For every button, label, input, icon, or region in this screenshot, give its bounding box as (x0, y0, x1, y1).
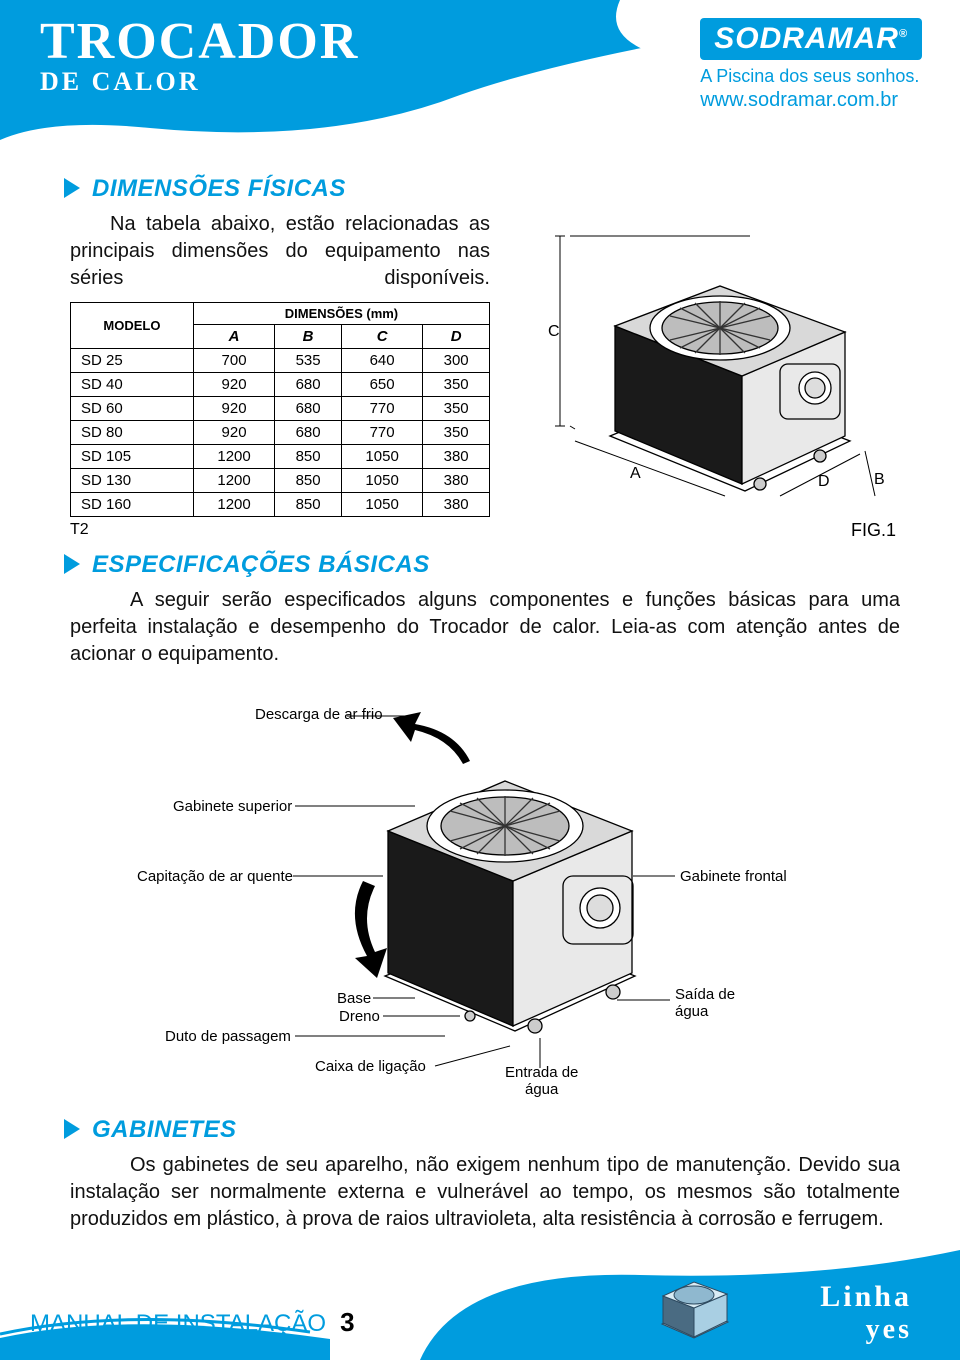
cell-model: SD 25 (71, 349, 194, 373)
dim-label-a: A (630, 465, 641, 482)
cell-value: 350 (423, 397, 490, 421)
cell-value: 680 (275, 373, 342, 397)
cell-model: SD 80 (71, 421, 194, 445)
cell-value: 380 (423, 445, 490, 469)
th-modelo: MODELO (71, 303, 194, 349)
header-title-line2: De calor (40, 67, 359, 97)
th-col-b: B (275, 325, 342, 349)
annotated-figure: Descarga de ar frio Gabinete superior Ca… (115, 676, 855, 1106)
cell-value: 640 (341, 349, 422, 373)
footer-unit-icon (650, 1266, 740, 1346)
brand-name: SODRAMAR (714, 22, 899, 55)
annot-gab-frontal: Gabinete frontal (680, 868, 787, 885)
brand-url: www.sodramar.com.br (700, 89, 922, 112)
cell-value: 920 (193, 421, 274, 445)
cell-value: 1200 (193, 445, 274, 469)
figure-1-drawing: C A D B (520, 211, 900, 541)
table-row: SD 40920680650350 (71, 373, 490, 397)
cell-value: 920 (193, 397, 274, 421)
cell-value: 1050 (341, 469, 422, 493)
header-title-line1: Trocador (40, 12, 359, 71)
cell-value: 850 (275, 493, 342, 517)
cell-value: 850 (275, 445, 342, 469)
annot-saida: Saída deágua (675, 986, 735, 1020)
page-header: Trocador De calor SODRAMAR® A Piscina do… (0, 0, 960, 155)
dimensions-row: Na tabela abaixo, estão relacionadas as … (70, 211, 900, 541)
footer-wave-bg (0, 1240, 960, 1360)
cell-value: 1050 (341, 445, 422, 469)
brand-tagline: A Piscina dos seus sonhos. (700, 66, 922, 87)
section-heading-especificacoes: ESPECIFICAÇÕES BÁSICAS (70, 551, 900, 579)
figure-1-caption: FIG.1 (851, 520, 896, 541)
header-title-block: Trocador De calor (40, 12, 359, 97)
cell-model: SD 105 (71, 445, 194, 469)
cell-model: SD 130 (71, 469, 194, 493)
annot-capitacao: Capitação de ar quente (137, 868, 293, 885)
page-content: DIMENSÕES FÍSICAS Na tabela abaixo, estã… (0, 155, 960, 1233)
cell-model: SD 40 (71, 373, 194, 397)
cell-value: 535 (275, 349, 342, 373)
footer-linha: Linha (820, 1280, 912, 1314)
cell-value: 680 (275, 397, 342, 421)
cell-value: 700 (193, 349, 274, 373)
cell-value: 300 (423, 349, 490, 373)
footer-page-number: 3 (340, 1307, 354, 1338)
table-row: SD 80920680770350 (71, 421, 490, 445)
annot-base: Base (337, 990, 371, 1007)
annot-descarga: Descarga de ar frio (255, 706, 383, 723)
cell-value: 1050 (341, 493, 422, 517)
cell-value: 920 (193, 373, 274, 397)
cell-model: SD 60 (71, 397, 194, 421)
page-footer: MANUAL DE INSTALAÇÃO 3 Linha yes (0, 1240, 960, 1360)
registered-mark: ® (899, 28, 908, 40)
th-dimensoes-group: DIMENSÕES (mm) (193, 303, 489, 325)
cell-value: 350 (423, 373, 490, 397)
dim-label-b: B (874, 471, 885, 488)
annot-caixa: Caixa de ligação (315, 1058, 426, 1075)
section-heading-gabinetes: GABINETES (70, 1116, 900, 1144)
cell-value: 380 (423, 493, 490, 517)
footer-manual-label: MANUAL DE INSTALAÇÃO (30, 1310, 326, 1338)
brand-logo: SODRAMAR® (700, 18, 922, 60)
cell-value: 1200 (193, 469, 274, 493)
footer-right-block: Linha yes (820, 1280, 912, 1346)
dimensions-left-col: Na tabela abaixo, estão relacionadas as … (70, 211, 490, 539)
table-row: SD 16012008501050380 (71, 493, 490, 517)
th-col-c: C (341, 325, 422, 349)
cell-value: 850 (275, 469, 342, 493)
th-col-a: A (193, 325, 274, 349)
table-row: SD 60920680770350 (71, 397, 490, 421)
footer-yes: yes (820, 1314, 912, 1346)
brand-block: SODRAMAR® A Piscina dos seus sonhos. www… (700, 18, 922, 112)
cell-value: 770 (341, 397, 422, 421)
annot-dreno: Dreno (339, 1008, 380, 1025)
dimensions-tbody: SD 25700535640300SD 40920680650350SD 609… (71, 349, 490, 517)
th-col-d: D (423, 325, 490, 349)
section-heading-dimensoes: DIMENSÕES FÍSICAS (70, 175, 900, 203)
cell-value: 1200 (193, 493, 274, 517)
dim-label-d: D (818, 473, 830, 490)
table-caption-t2: T2 (70, 521, 490, 539)
cell-value: 650 (341, 373, 422, 397)
table-row: SD 25700535640300 (71, 349, 490, 373)
cell-value: 350 (423, 421, 490, 445)
cell-value: 680 (275, 421, 342, 445)
especificacoes-intro: A seguir serão especificados alguns comp… (70, 587, 900, 668)
annot-gab-superior: Gabinete superior (173, 798, 292, 815)
dim-label-c: C (548, 323, 560, 340)
table-row: SD 13012008501050380 (71, 469, 490, 493)
annot-entrada: Entrada deágua (505, 1064, 578, 1098)
cell-value: 380 (423, 469, 490, 493)
cell-model: SD 160 (71, 493, 194, 517)
annot-duto: Duto de passagem (165, 1028, 291, 1045)
dimensoes-intro: Na tabela abaixo, estão relacionadas as … (70, 211, 490, 292)
table-row: SD 10512008501050380 (71, 445, 490, 469)
cell-value: 770 (341, 421, 422, 445)
gabinetes-body: Os gabinetes de seu aparelho, não exigem… (70, 1152, 900, 1233)
figure-1-wrap: C A D B FIG.1 (520, 211, 900, 541)
footer-left-block: MANUAL DE INSTALAÇÃO 3 (30, 1307, 355, 1338)
dimensions-table: MODELO DIMENSÕES (mm) ABCD SD 2570053564… (70, 302, 490, 517)
